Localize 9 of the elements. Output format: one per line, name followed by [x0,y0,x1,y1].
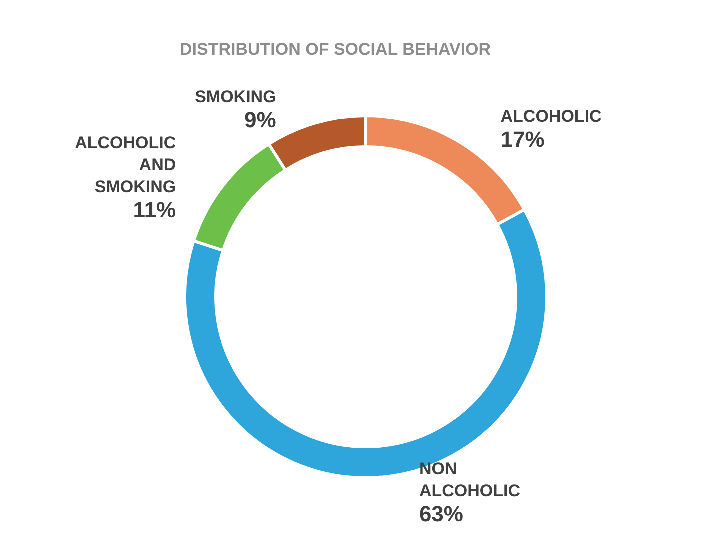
chart-title: DISTRIBUTION OF SOCIAL BEHAVIOR [180,40,492,59]
slice-label: ALCOHOLIC [500,106,602,126]
slice-label: ALCOHOLIC AND SMOKING [75,133,176,196]
data-label: 11% [133,197,176,222]
data-label: 9% [244,107,276,132]
data-label: 63% [419,502,464,527]
slice-label: NON ALCOHOLIC [419,460,520,501]
data-label: 17% [500,126,545,152]
slice-label: SMOKING [195,87,276,106]
